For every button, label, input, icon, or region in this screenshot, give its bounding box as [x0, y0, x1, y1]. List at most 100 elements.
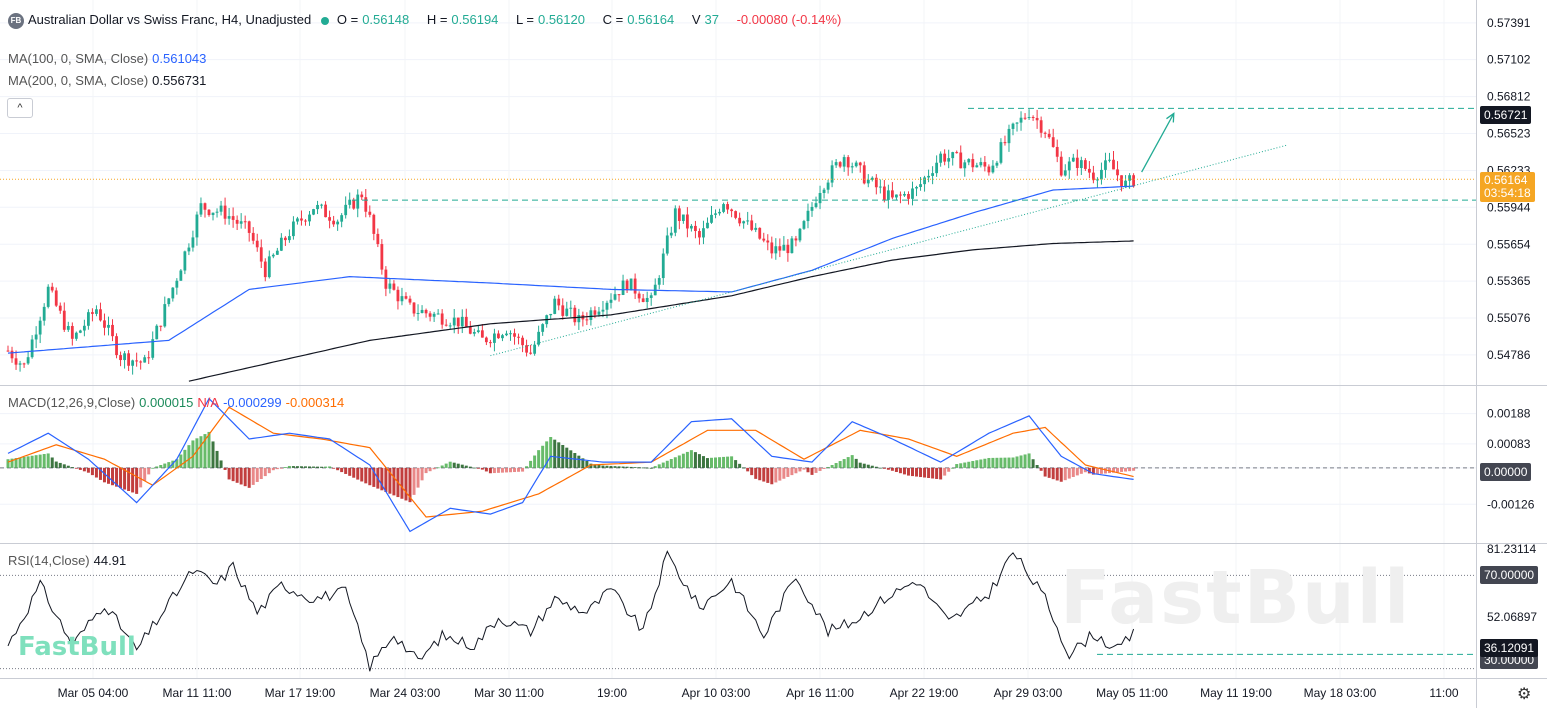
candle-body: [846, 157, 850, 168]
macd-histogram-bar: [1031, 459, 1035, 468]
candle-body: [312, 209, 315, 215]
candle-body: [927, 175, 930, 178]
candle-body: [1112, 159, 1115, 170]
candle-body: [18, 363, 22, 365]
macd-histogram-bar: [718, 457, 722, 468]
macd-histogram-bar: [1083, 467, 1087, 473]
candle-body: [758, 227, 762, 239]
candle-body: [412, 302, 416, 314]
ma200-line: [188, 240, 1134, 382]
high-value: 0.56194: [451, 12, 499, 27]
bar-countdown: 03:54:18: [1484, 186, 1531, 200]
macd-histogram-bar: [886, 467, 890, 470]
macd-histogram-bar: [14, 458, 18, 468]
macd-histogram-bar: [915, 467, 919, 477]
collapse-legend-button[interactable]: ^: [7, 98, 33, 118]
candle-body: [340, 215, 344, 222]
macd-histogram-bar: [344, 467, 348, 474]
rsi-legend[interactable]: RSI(14,Close) 44.91: [8, 553, 130, 569]
candle-body: [396, 289, 400, 302]
candle-body: [308, 214, 311, 222]
candle-body: [348, 199, 352, 205]
macd-histogram-bar: [211, 441, 215, 468]
macd-histogram-bar: [472, 467, 476, 469]
macd-histogram-bar: [235, 467, 239, 483]
candle-body: [215, 211, 219, 213]
candle-body: [633, 278, 637, 294]
candle-body: [935, 162, 939, 174]
macd-histogram-bar: [1075, 467, 1079, 476]
macd-histogram-bar: [750, 467, 754, 476]
macd-histogram-bar: [139, 467, 143, 488]
macd-histogram-bar: [730, 456, 734, 468]
close-label: C =: [602, 12, 624, 27]
candle-body: [143, 357, 147, 363]
ma100-legend[interactable]: MA(100, 0, SMA, Close) 0.561043: [8, 51, 210, 67]
macd-histogram-bar: [782, 467, 786, 479]
macd-histogram-bar: [633, 467, 637, 468]
price-axis-tick: 0.55944: [1487, 200, 1531, 214]
candle-body: [131, 360, 135, 366]
candle-body: [882, 186, 886, 200]
symbol-title[interactable]: Australian Dollar vs Swiss Franc, H4, Un…: [28, 12, 312, 27]
macd-histogram-bar: [677, 455, 681, 468]
time-axis-tick: Mar 11 11:00: [163, 686, 232, 700]
macd-histogram-bar: [939, 467, 943, 480]
macd-histogram-bar: [372, 467, 376, 487]
time-axis-tick: Apr 22 19:00: [890, 686, 959, 700]
macd-histogram-bar: [42, 454, 46, 468]
ma200-legend[interactable]: MA(200, 0, SMA, Close) 0.556731: [8, 73, 210, 89]
candle-body: [677, 208, 681, 221]
candle-body: [191, 237, 195, 248]
candle-body: [742, 221, 746, 224]
candle-body: [681, 214, 685, 221]
candle-body: [468, 326, 472, 334]
time-axis-tick: May 18 03:00: [1304, 686, 1377, 700]
macd-signal-line: [7, 406, 1134, 518]
macd-histogram-bar: [710, 457, 713, 468]
macd-histogram-bar: [175, 459, 179, 468]
candle-body: [669, 232, 673, 236]
macd-histogram-bar: [1023, 454, 1027, 468]
candle-body: [380, 244, 384, 270]
candle-body: [826, 182, 830, 190]
time-axis-tick: Mar 05 04:00: [58, 686, 129, 700]
macd-histogram-bar: [802, 467, 806, 470]
candle-body: [561, 305, 565, 316]
candle-body: [738, 217, 742, 224]
price-axis-tick: 0.54786: [1487, 348, 1531, 362]
macd-histogram-bar: [155, 466, 159, 468]
candle-body: [344, 204, 348, 216]
macd-histogram-bar: [404, 467, 408, 501]
macd-histogram-bar: [50, 457, 54, 468]
candle-body: [324, 204, 327, 218]
macd-histogram-bar: [987, 457, 991, 468]
macd-histogram-bar: [324, 466, 328, 468]
candle-body: [78, 330, 82, 333]
candle-body: [34, 334, 38, 340]
macd-histogram-bar: [436, 467, 440, 469]
macd-histogram-bar: [199, 436, 203, 468]
candle-body: [1011, 123, 1015, 129]
candle-body: [609, 299, 613, 303]
macd-histogram-bar: [959, 463, 963, 468]
macd-histogram-bar: [943, 467, 947, 476]
candle-body: [782, 244, 786, 251]
macd-histogram-bar: [513, 467, 517, 473]
macd-zero-label: 0.00000: [1480, 463, 1532, 481]
gear-icon[interactable]: ⚙: [1517, 686, 1532, 703]
candle-body: [259, 247, 263, 262]
candle-body: [384, 269, 388, 289]
candle-body: [1059, 156, 1063, 176]
macd-legend[interactable]: MACD(12,26,9,Close) 0.000015 N/A -0.000299-…: [8, 395, 348, 411]
macd-histogram-bar: [1116, 467, 1120, 473]
candle-body: [408, 298, 412, 303]
candle-body: [706, 222, 709, 229]
candle-body: [919, 184, 922, 188]
macd-histogram-bar: [295, 466, 299, 468]
candle-body: [255, 240, 259, 248]
candle-body: [476, 330, 480, 333]
macd-histogram-bar: [862, 463, 866, 468]
macd-histogram-bar: [102, 467, 106, 483]
